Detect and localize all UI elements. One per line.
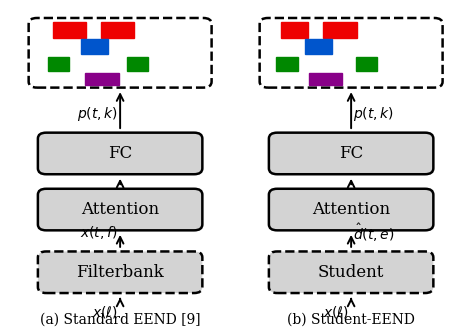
FancyBboxPatch shape — [269, 251, 433, 293]
FancyBboxPatch shape — [269, 189, 433, 230]
FancyBboxPatch shape — [38, 251, 202, 293]
Bar — [323, 22, 357, 38]
Bar — [48, 57, 69, 71]
Bar — [309, 73, 342, 85]
Text: $x(t,f)$: $x(t,f)$ — [80, 224, 118, 241]
FancyBboxPatch shape — [38, 189, 202, 230]
Bar — [305, 39, 332, 54]
Text: Filterbank: Filterbank — [76, 264, 164, 281]
FancyBboxPatch shape — [29, 18, 212, 88]
Text: $\hat{d}(t,e)$: $\hat{d}(t,e)$ — [353, 221, 395, 244]
Text: Attention: Attention — [81, 201, 159, 218]
Bar — [85, 73, 119, 85]
Bar — [81, 39, 108, 54]
FancyBboxPatch shape — [38, 133, 202, 174]
Bar — [53, 22, 86, 38]
FancyBboxPatch shape — [269, 133, 433, 174]
Text: $p(t,k)$: $p(t,k)$ — [353, 105, 395, 123]
Bar — [281, 22, 308, 38]
Bar — [276, 57, 298, 71]
Text: $x(\ell)$: $x(\ell)$ — [92, 304, 118, 319]
Text: $x(\ell)$: $x(\ell)$ — [323, 304, 349, 319]
Text: FC: FC — [108, 145, 132, 162]
Text: (b) Student-EEND: (b) Student-EEND — [287, 313, 415, 327]
Bar — [101, 22, 134, 38]
FancyBboxPatch shape — [260, 18, 443, 88]
Text: (a) Standard EEND [9]: (a) Standard EEND [9] — [40, 313, 201, 327]
Bar — [127, 57, 148, 71]
Text: Student: Student — [318, 264, 384, 281]
Text: $p(t,k)$: $p(t,k)$ — [77, 105, 118, 123]
Text: Attention: Attention — [312, 201, 390, 218]
Text: FC: FC — [339, 145, 363, 162]
Bar — [356, 57, 377, 71]
